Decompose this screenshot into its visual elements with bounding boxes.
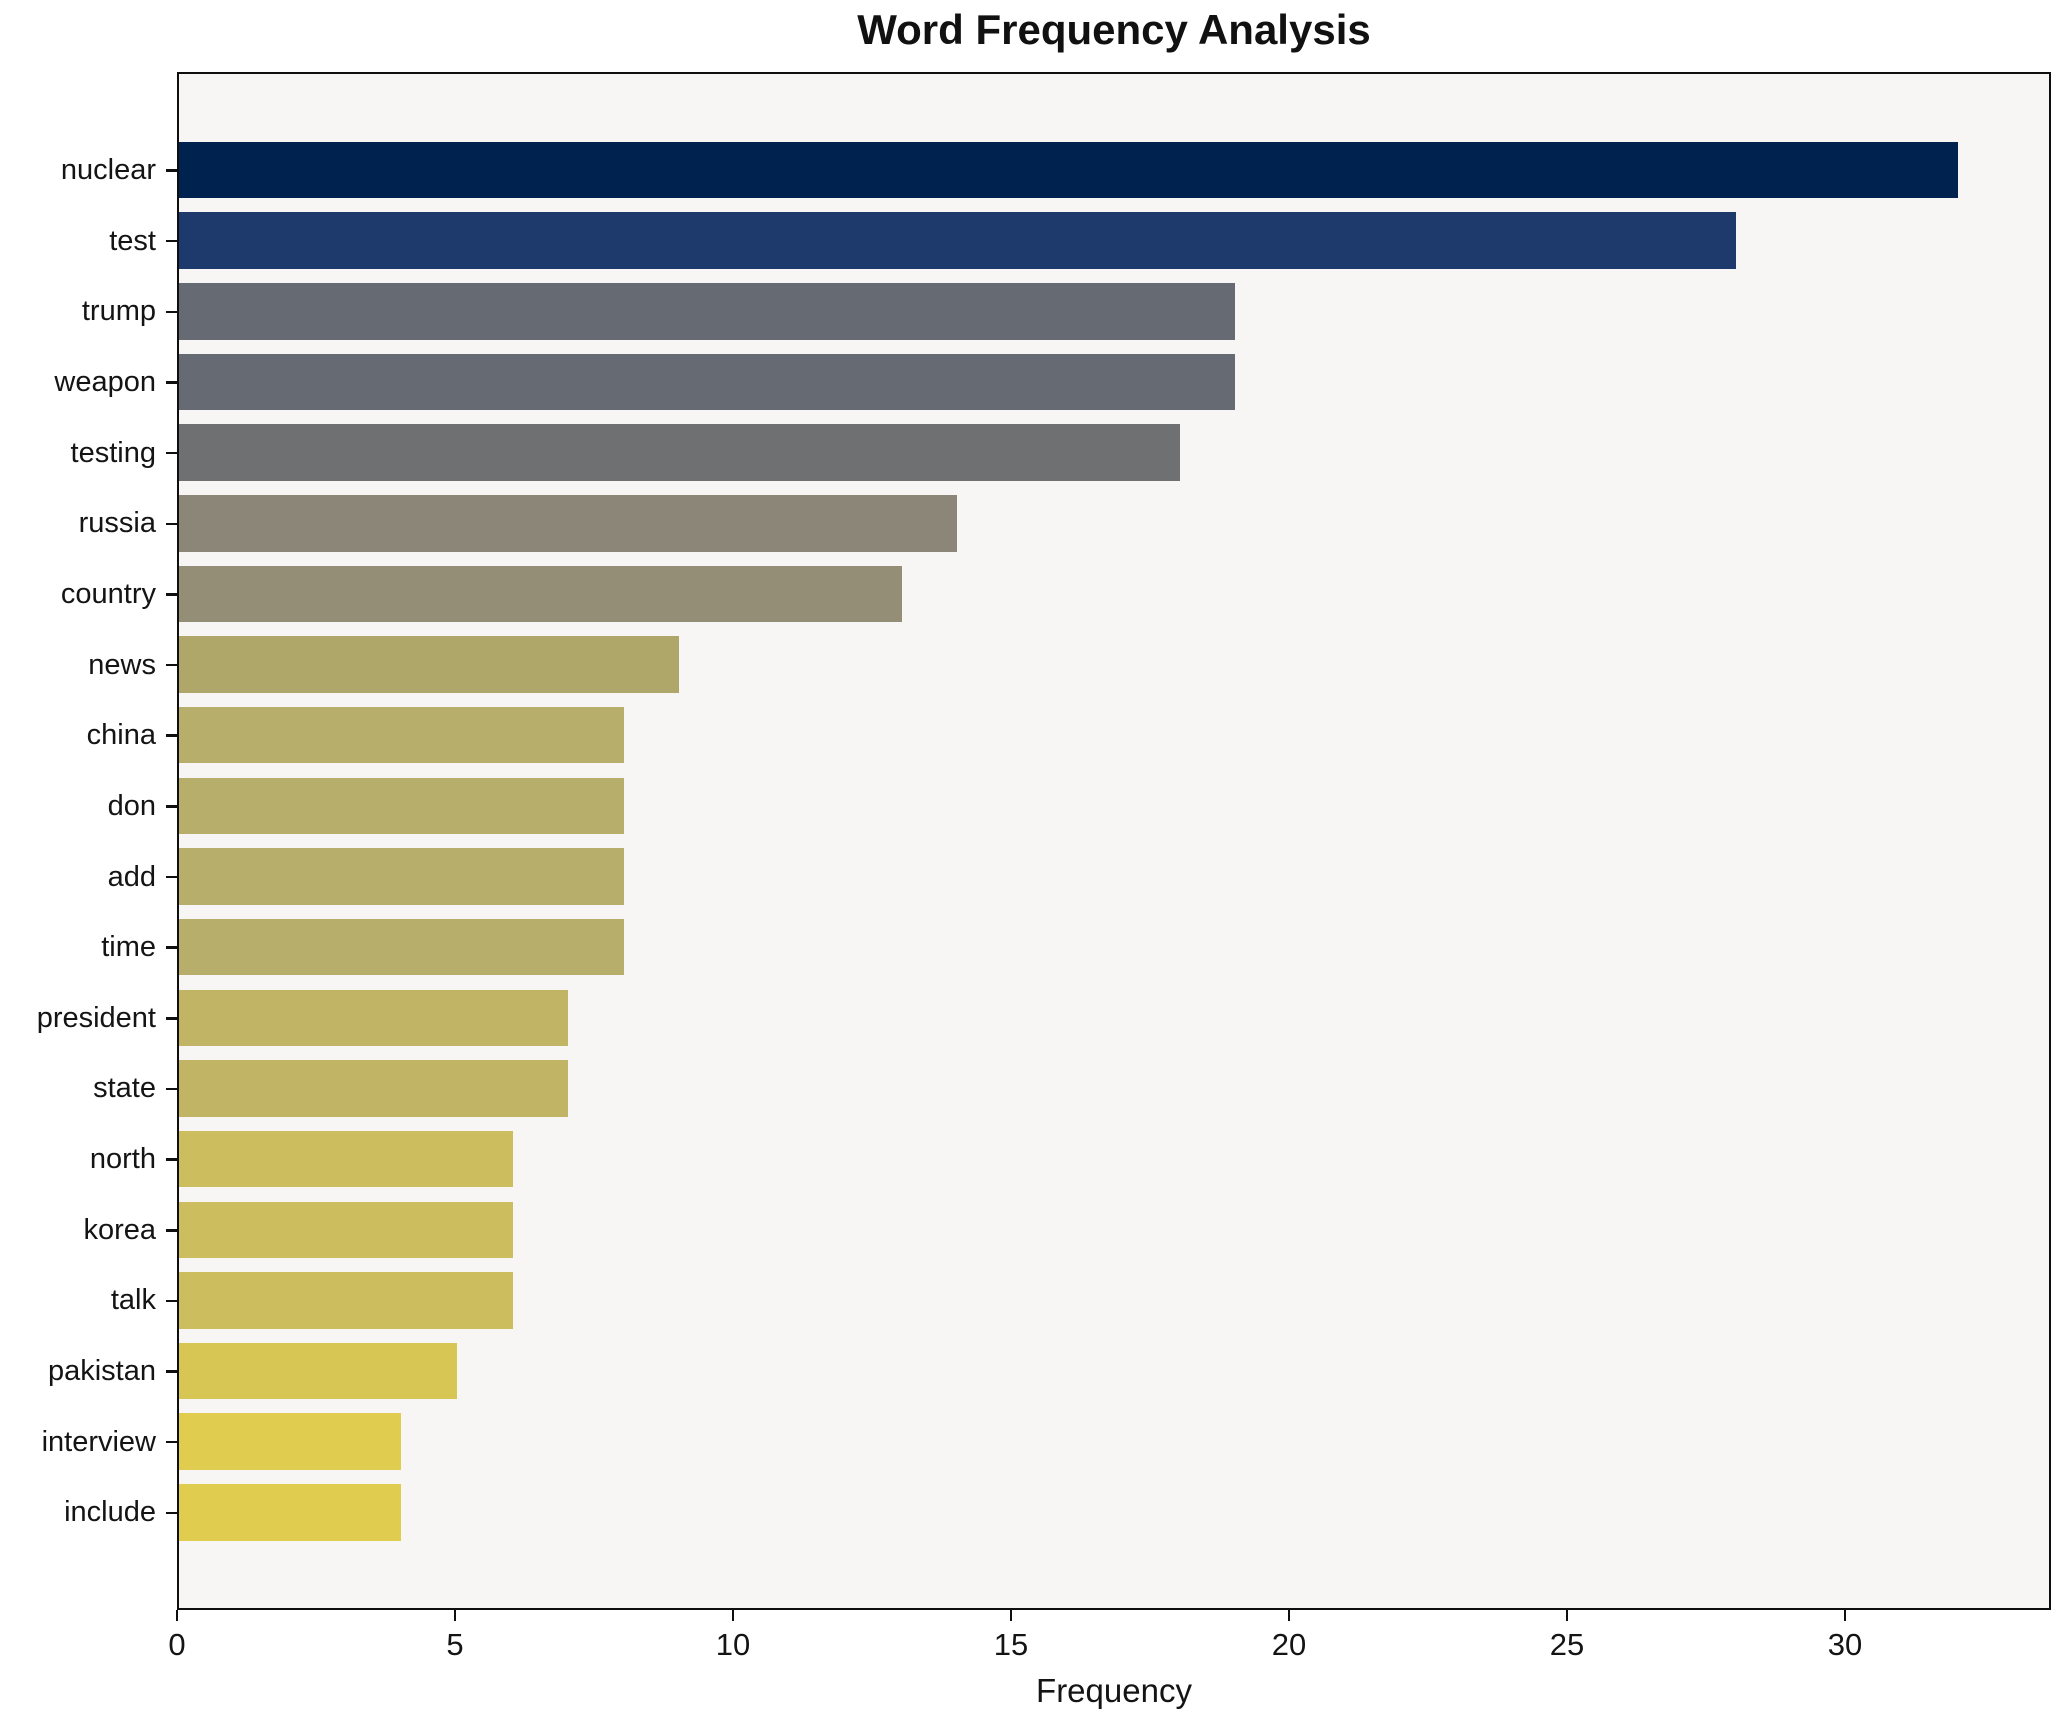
- x-axis-title: Frequency: [1036, 1672, 1192, 1709]
- x-tick-label-10: 10: [715, 1627, 751, 1662]
- y-tick-mark: [166, 946, 177, 949]
- y-tick-label-korea: korea: [83, 1213, 156, 1246]
- y-tick-mark: [166, 1370, 177, 1373]
- bar-pakistan: [179, 1342, 457, 1400]
- bar-korea: [179, 1201, 513, 1258]
- bar-trump: [179, 283, 1236, 340]
- y-tick-label-add: add: [107, 860, 156, 893]
- y-tick-mark: [166, 734, 177, 737]
- y-tick-label-nuclear: nuclear: [60, 154, 156, 186]
- x-tick-label-0: 0: [168, 1627, 186, 1662]
- chart-title: Word Frequency Analysis: [857, 6, 1371, 53]
- x-tick-label-25: 25: [1549, 1627, 1585, 1662]
- x-tick-label-5: 5: [446, 1627, 464, 1662]
- y-tick-label-trump: trump: [81, 295, 156, 328]
- y-tick-label-don: don: [107, 789, 156, 822]
- bar-news: [179, 636, 680, 693]
- y-tick-mark: [166, 1299, 177, 1303]
- y-tick-label-north: north: [89, 1143, 156, 1176]
- bar-don: [179, 777, 624, 835]
- bar-china: [179, 706, 624, 764]
- y-tick-label-news: news: [88, 648, 156, 681]
- bar-talk: [179, 1272, 513, 1329]
- y-tick-mark: [166, 1017, 177, 1020]
- x-tick-mark: [1009, 1610, 1013, 1621]
- y-tick-label-country: country: [60, 577, 156, 610]
- bar-include: [179, 1484, 402, 1541]
- bar-president: [179, 989, 569, 1047]
- y-tick-mark: [166, 310, 177, 314]
- bar-interview: [179, 1413, 402, 1470]
- bar-russia: [179, 495, 958, 552]
- y-tick-label-talk: talk: [110, 1284, 156, 1317]
- y-tick-label-test: test: [109, 224, 156, 257]
- y-tick-mark: [166, 1229, 177, 1232]
- bar-testing: [179, 424, 1180, 481]
- y-tick-mark: [166, 1087, 177, 1091]
- y-tick-mark: [166, 805, 177, 808]
- y-tick-label-testing: testing: [70, 436, 156, 469]
- x-tick-mark: [1843, 1610, 1847, 1621]
- y-tick-mark: [166, 451, 177, 455]
- y-tick-label-china: china: [86, 719, 156, 752]
- y-tick-label-include: include: [64, 1496, 156, 1529]
- x-tick-mark: [175, 1610, 179, 1621]
- bar-test: [179, 212, 1736, 269]
- plot-area: [177, 72, 2051, 1610]
- y-tick-mark: [166, 663, 177, 667]
- y-tick-mark: [166, 239, 177, 243]
- x-tick-label-15: 15: [993, 1627, 1029, 1662]
- bar-state: [179, 1060, 569, 1117]
- y-tick-mark: [166, 522, 177, 525]
- y-tick-label-time: time: [101, 931, 156, 964]
- y-tick-label-interview: interview: [41, 1425, 156, 1458]
- y-tick-mark: [166, 593, 177, 596]
- bar-nuclear: [179, 141, 1959, 199]
- bar-country: [179, 565, 902, 623]
- x-tick-label-20: 20: [1271, 1627, 1307, 1662]
- y-tick-label-state: state: [93, 1072, 156, 1105]
- y-tick-mark: [166, 381, 177, 384]
- x-tick-label-30: 30: [1827, 1627, 1863, 1662]
- y-tick-label-pakistan: pakistan: [47, 1355, 156, 1388]
- x-tick-mark: [453, 1610, 457, 1621]
- y-tick-label-russia: russia: [78, 507, 156, 540]
- bar-north: [179, 1130, 513, 1188]
- bar-weapon: [179, 353, 1236, 411]
- y-tick-mark: [166, 1511, 177, 1515]
- x-tick-mark: [731, 1610, 735, 1621]
- y-tick-mark: [166, 1158, 177, 1161]
- y-tick-mark: [166, 1440, 177, 1444]
- y-tick-mark: [166, 875, 177, 879]
- x-tick-mark: [1565, 1610, 1569, 1621]
- x-tick-mark: [1287, 1610, 1291, 1621]
- bar-time: [179, 918, 624, 976]
- y-tick-label-president: president: [36, 1001, 156, 1034]
- y-tick-mark: [166, 169, 177, 172]
- y-tick-label-weapon: weapon: [54, 365, 156, 398]
- bar-add: [179, 848, 624, 905]
